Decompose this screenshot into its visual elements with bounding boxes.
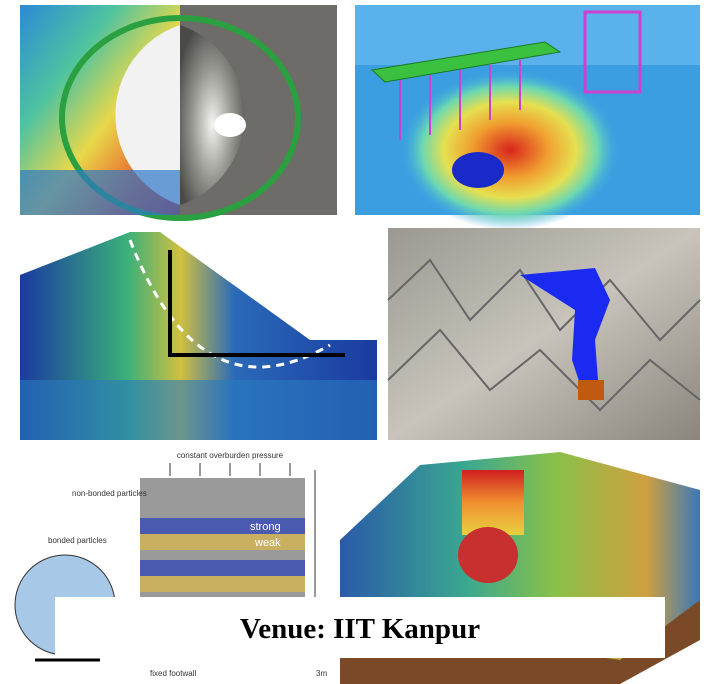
non-bonded-label: non-bonded particles (72, 489, 147, 498)
bonded-label: bonded particles (48, 536, 107, 545)
caption-box (55, 597, 665, 658)
dam-panel (20, 228, 377, 440)
scale-label: 3m (316, 669, 327, 678)
terrain-panel (387, 228, 701, 440)
tunnel-panel (20, 5, 337, 221)
footwall-label: fixed footwall (150, 669, 196, 678)
weak-label: weak (254, 537, 281, 549)
caption: Venue: IIT Kanpur (240, 613, 480, 645)
top-label: constant overburden pressure (177, 451, 284, 460)
plume-panel (355, 5, 700, 230)
strong-label: strong (250, 521, 281, 533)
